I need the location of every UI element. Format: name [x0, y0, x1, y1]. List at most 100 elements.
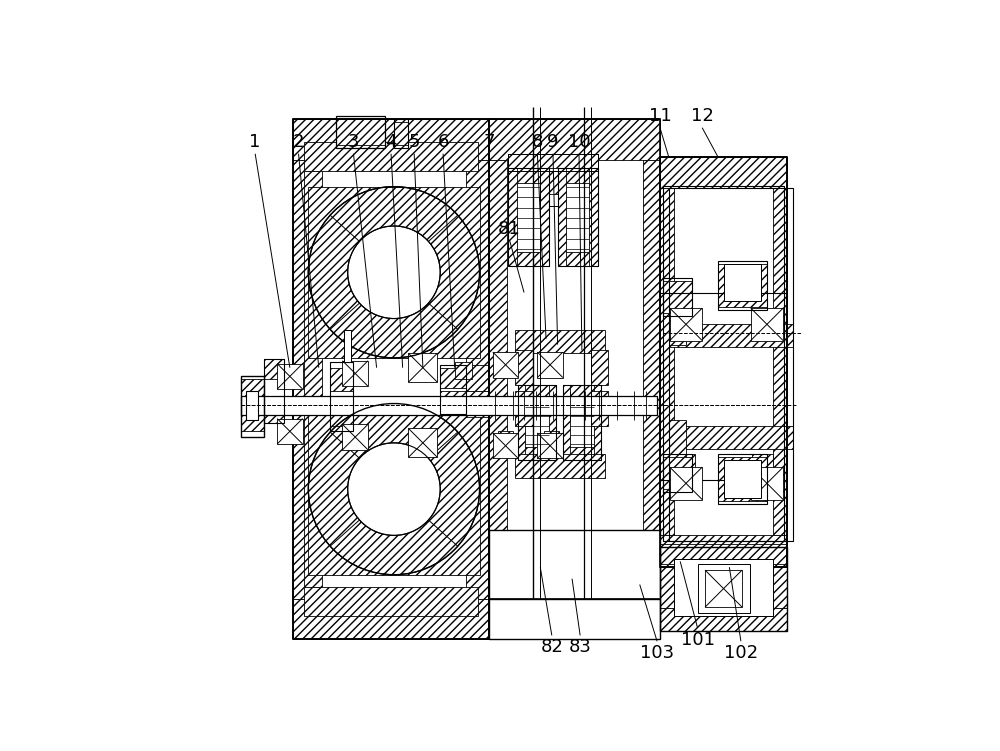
- Text: 103: 103: [640, 644, 674, 662]
- Bar: [342, 424, 368, 450]
- Bar: [563, 385, 601, 398]
- Text: 9: 9: [547, 133, 559, 151]
- Bar: [344, 330, 351, 362]
- Bar: [518, 385, 556, 398]
- Bar: [563, 448, 601, 460]
- Bar: [508, 168, 549, 267]
- Bar: [308, 403, 480, 575]
- Bar: [508, 168, 549, 182]
- Bar: [264, 359, 284, 379]
- Bar: [751, 308, 783, 340]
- Bar: [518, 385, 525, 460]
- Bar: [293, 119, 489, 159]
- Bar: [342, 360, 368, 386]
- Bar: [508, 154, 598, 168]
- Bar: [705, 570, 742, 607]
- Bar: [466, 365, 489, 391]
- Bar: [515, 350, 533, 385]
- Bar: [558, 168, 598, 267]
- Bar: [489, 529, 660, 640]
- Circle shape: [308, 403, 480, 575]
- Bar: [663, 457, 692, 489]
- Text: 6: 6: [437, 133, 449, 151]
- Bar: [304, 171, 322, 587]
- Circle shape: [348, 226, 440, 318]
- Bar: [241, 396, 657, 415]
- Bar: [563, 385, 601, 460]
- Bar: [751, 467, 783, 499]
- Text: 102: 102: [724, 644, 758, 662]
- Bar: [411, 431, 429, 448]
- Bar: [563, 385, 570, 460]
- Bar: [663, 185, 784, 541]
- Text: 12: 12: [691, 107, 714, 125]
- Bar: [549, 171, 558, 195]
- Bar: [724, 460, 761, 498]
- Bar: [663, 281, 692, 312]
- Bar: [663, 454, 692, 492]
- Bar: [558, 252, 598, 267]
- Bar: [518, 385, 556, 460]
- Bar: [544, 431, 559, 448]
- Bar: [660, 189, 674, 535]
- Bar: [508, 252, 549, 267]
- Bar: [718, 454, 767, 504]
- Bar: [515, 391, 533, 426]
- Bar: [670, 467, 702, 499]
- Bar: [594, 385, 601, 460]
- Bar: [718, 261, 767, 310]
- Text: 3: 3: [348, 133, 359, 151]
- Bar: [674, 559, 698, 617]
- Bar: [241, 379, 264, 431]
- Bar: [304, 587, 478, 617]
- Text: 81: 81: [498, 219, 521, 237]
- Circle shape: [308, 187, 480, 358]
- Bar: [264, 403, 284, 423]
- Bar: [440, 368, 466, 388]
- Bar: [493, 433, 518, 458]
- Bar: [466, 391, 489, 417]
- Bar: [660, 157, 787, 567]
- Bar: [336, 116, 385, 148]
- Text: 2: 2: [293, 133, 304, 151]
- Bar: [643, 159, 660, 599]
- Bar: [670, 308, 702, 340]
- Bar: [752, 454, 773, 478]
- Bar: [330, 368, 353, 391]
- Bar: [591, 350, 608, 385]
- Bar: [515, 454, 605, 478]
- Text: 5: 5: [408, 133, 420, 151]
- Bar: [241, 376, 264, 437]
- Bar: [674, 559, 773, 617]
- Bar: [591, 391, 608, 426]
- Bar: [669, 189, 793, 541]
- Bar: [489, 119, 660, 159]
- Bar: [750, 559, 773, 617]
- Bar: [293, 119, 489, 640]
- Bar: [544, 353, 559, 370]
- Bar: [304, 142, 478, 171]
- Bar: [669, 324, 793, 348]
- Bar: [663, 278, 692, 315]
- Bar: [440, 391, 466, 411]
- Bar: [558, 168, 566, 267]
- Bar: [660, 544, 787, 567]
- Bar: [489, 611, 660, 640]
- Bar: [669, 298, 686, 345]
- Bar: [493, 352, 518, 378]
- Bar: [752, 310, 773, 333]
- Text: 101: 101: [681, 631, 715, 649]
- Text: 82: 82: [540, 638, 563, 656]
- Bar: [489, 159, 507, 599]
- Bar: [558, 168, 598, 182]
- Bar: [660, 564, 677, 608]
- Bar: [660, 608, 787, 631]
- Text: 4: 4: [385, 133, 397, 151]
- Bar: [589, 168, 598, 267]
- Bar: [718, 264, 767, 307]
- Bar: [466, 159, 489, 599]
- Bar: [246, 391, 258, 420]
- Circle shape: [351, 446, 437, 532]
- Bar: [518, 448, 556, 460]
- Bar: [498, 353, 513, 370]
